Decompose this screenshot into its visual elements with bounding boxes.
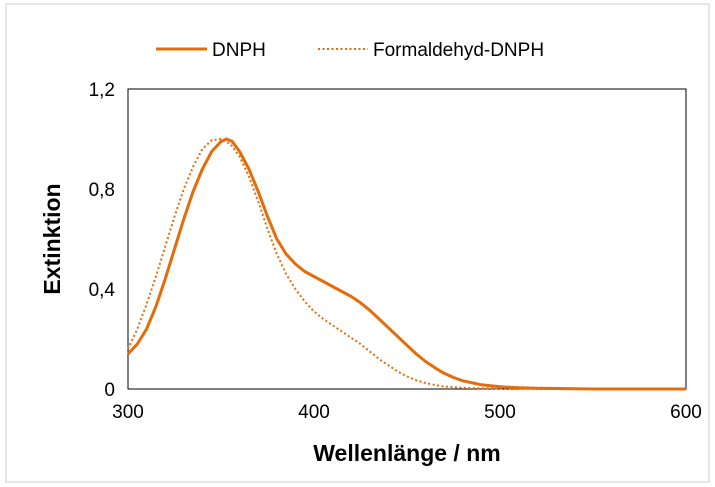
x-tick-label: 400 xyxy=(298,402,330,423)
x-axis-title: Wellenlänge / nm xyxy=(313,440,500,466)
plot-area xyxy=(127,88,687,390)
x-tick-label: 500 xyxy=(484,402,516,423)
legend-label-formaldehyd-dnph: Formaldehyd-DNPH xyxy=(373,40,544,61)
series-line-formaldehyd-dnph xyxy=(127,138,686,390)
x-axis-ticks: 300 400 500 600 xyxy=(112,402,702,423)
x-tick-label: 300 xyxy=(112,402,144,423)
x-tick-label: 600 xyxy=(670,402,702,423)
y-tick-label: 1,2 xyxy=(89,80,115,101)
chart-border xyxy=(5,3,710,483)
legend: DNPH Formaldehyd-DNPH xyxy=(156,40,544,61)
legend-label-dnph: DNPH xyxy=(212,40,266,61)
y-axis-title: Extinktion xyxy=(39,183,65,294)
y-tick-label: 0,8 xyxy=(89,180,115,201)
y-tick-label: 0 xyxy=(104,380,115,401)
series-group xyxy=(126,137,686,391)
series-line-dnph xyxy=(126,137,686,391)
y-tick-label: 0,4 xyxy=(89,280,116,301)
y-axis-ticks: 0 0,4 0,8 1,2 xyxy=(89,80,116,401)
